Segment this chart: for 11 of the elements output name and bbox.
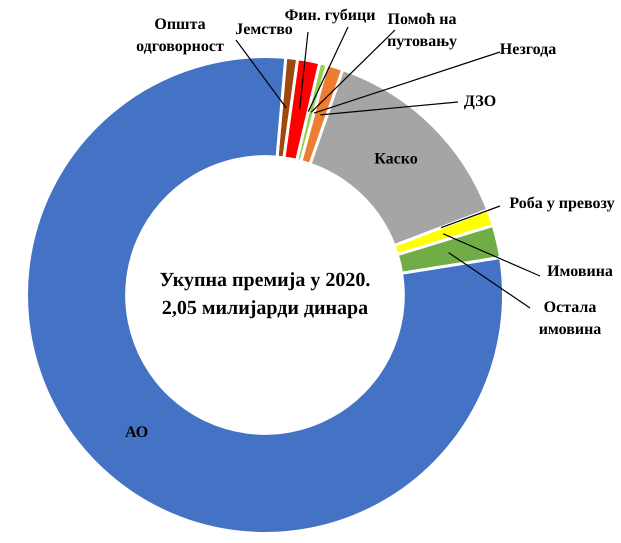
text: 2,05 милијарди динара — [162, 297, 368, 320]
slice-label: ДЗО — [464, 93, 496, 110]
slice-label: Имовина — [547, 263, 613, 280]
slice-label: Помоћ на путовању — [387, 11, 457, 50]
category-label: Незгода — [500, 41, 556, 58]
slice-label: Каско — [374, 150, 418, 168]
text: Укупна премија у 2020. — [160, 269, 370, 292]
category-label: Роба у превозу — [509, 195, 615, 212]
slice-label: Општа одговорност — [136, 16, 224, 56]
slice-label: Остала имовина — [538, 299, 602, 338]
slice-label: АО — [124, 424, 148, 441]
